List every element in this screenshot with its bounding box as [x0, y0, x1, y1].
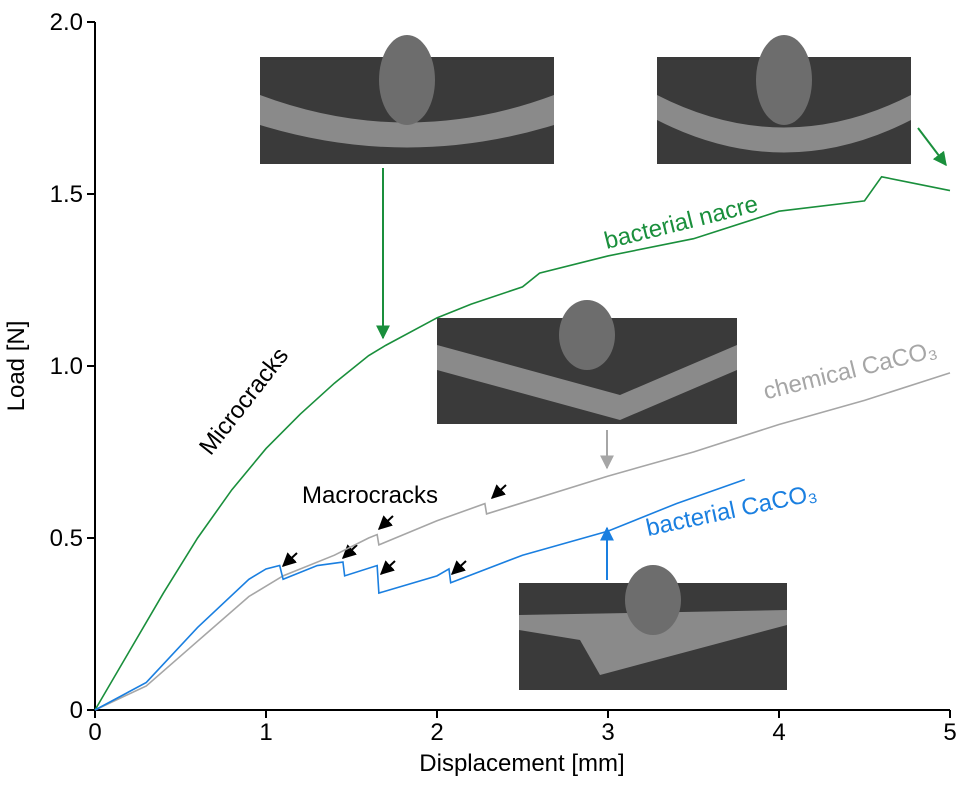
x-tick-label: 2 [430, 719, 443, 746]
inset-images [260, 35, 911, 690]
y-tick-label: 0.5 [50, 525, 83, 552]
annotation: Macrocracks [302, 482, 438, 509]
y-tick-label: 2.0 [50, 9, 83, 36]
y-tick-label: 1.0 [50, 353, 83, 380]
x-tick-label: 3 [601, 719, 614, 746]
x-tick-label: 5 [943, 719, 956, 746]
y-tick-label: 0 [70, 697, 83, 724]
series-label: bacterial CaCO₃ [644, 479, 820, 542]
x-tick-label: 0 [88, 719, 101, 746]
annotation: Microcracks [194, 343, 294, 461]
y-axis-label: Load [N] [3, 321, 30, 412]
chart: Displacement [mm] Load [N] Microcracks M… [0, 0, 970, 788]
series-label: chemical CaCO₃ [761, 336, 940, 405]
x-tick-label: 4 [772, 719, 785, 746]
x-tick-label: 1 [259, 719, 272, 746]
x-axis-label: Displacement [mm] [419, 750, 624, 777]
series-label: bacterial nacre [602, 191, 761, 255]
y-tick-label: 1.5 [50, 181, 83, 208]
